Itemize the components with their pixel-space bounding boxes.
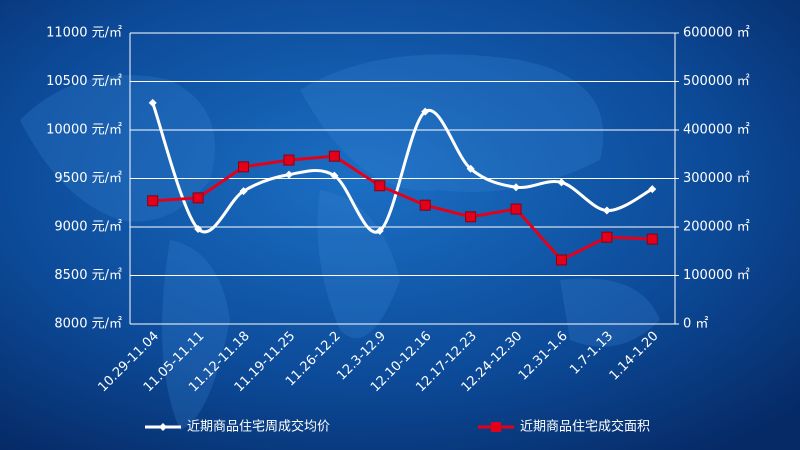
point-marker [602, 206, 611, 215]
y-tick-label: 11000 元/㎡ [46, 26, 122, 41]
point-marker [284, 170, 293, 179]
point-marker [238, 161, 250, 173]
point-marker [466, 164, 475, 173]
legend: 近期商品住宅周成交均价 近期商品住宅成交面积 [145, 419, 650, 435]
point-marker [375, 226, 384, 235]
point-marker [283, 154, 295, 166]
point-marker [374, 180, 386, 192]
y-tick-label: 10000 元/㎡ [46, 123, 122, 138]
y2-tick-label: 200000 ㎡ [683, 220, 750, 235]
point-marker [421, 107, 430, 116]
y2-tick-label: 0 ㎡ [683, 317, 708, 332]
series-line [152, 154, 653, 262]
point-marker [192, 192, 204, 204]
legend-label: 近期商品住宅周成交均价 [187, 419, 330, 435]
y-tick-label: 9500 元/㎡ [54, 171, 122, 186]
point-marker [557, 178, 566, 187]
point-marker [555, 254, 567, 266]
point-marker [510, 203, 522, 215]
point-marker [646, 233, 658, 245]
legend-marker [491, 422, 501, 432]
y2-tick-label: 300000 ㎡ [683, 171, 750, 186]
y-tick-label: 8500 元/㎡ [54, 268, 122, 283]
point-marker [512, 183, 521, 192]
point-marker [239, 187, 248, 196]
point-marker [147, 195, 159, 207]
point-marker [148, 98, 157, 107]
point-marker [648, 185, 657, 194]
legend-marker [159, 423, 167, 431]
y-tick-label: 9000 元/㎡ [54, 220, 122, 235]
point-marker [465, 211, 477, 223]
legend-label: 近期商品住宅成交面积 [520, 419, 650, 435]
point-marker [330, 171, 339, 180]
y-tick-label: 8000 元/㎡ [54, 317, 122, 332]
y2-tick-label: 100000 ㎡ [683, 268, 750, 283]
point-marker [194, 224, 203, 233]
point-marker [328, 150, 340, 162]
point-marker [419, 199, 431, 211]
y2-tick-label: 400000 ㎡ [683, 123, 750, 138]
point-marker [601, 231, 613, 243]
y2-tick-label: 600000 ㎡ [683, 26, 750, 41]
y2-tick-label: 500000 ㎡ [683, 74, 750, 89]
y-tick-label: 10500 元/㎡ [46, 74, 122, 89]
